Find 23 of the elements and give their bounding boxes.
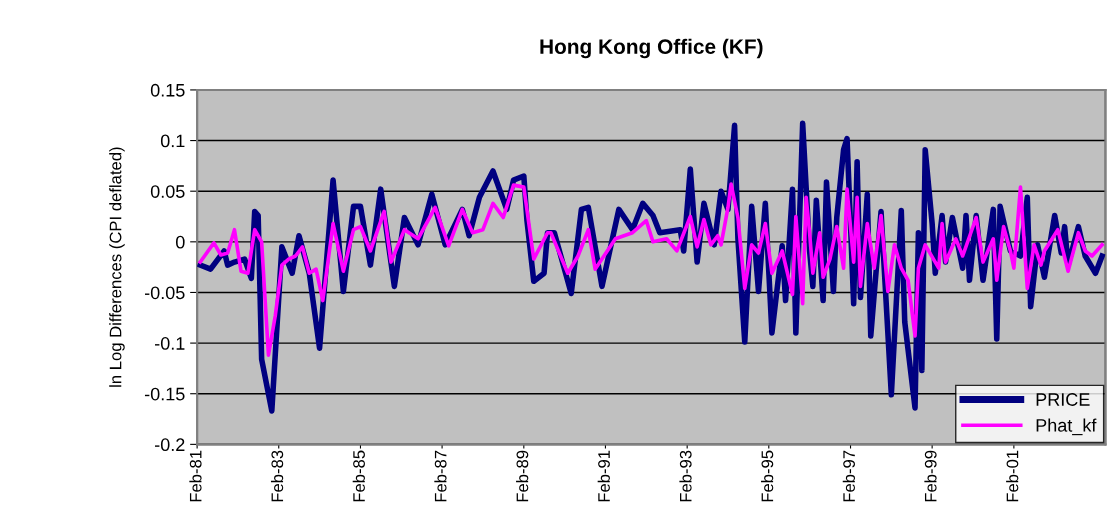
y-tick-label: -0.15 xyxy=(144,387,185,401)
y-tick-label: 0.15 xyxy=(150,83,185,97)
x-tick-label: Feb-93 xyxy=(679,450,692,502)
y-tick-label: -0.05 xyxy=(144,286,185,300)
x-tick-label: Feb-99 xyxy=(924,450,937,502)
legend-label: PRICE xyxy=(1036,393,1090,406)
x-tick-label: Feb-89 xyxy=(516,450,529,502)
x-tick-label: Feb-85 xyxy=(352,450,365,502)
legend-label: Phat_kf xyxy=(1036,418,1097,436)
chart-title: Hong Kong Office (KF) xyxy=(540,38,763,59)
y-tick-label: 0 xyxy=(175,235,185,249)
x-tick-label: Feb-97 xyxy=(842,450,855,502)
x-tick-label: Feb-95 xyxy=(761,450,774,502)
y-tick-label: -0.1 xyxy=(155,337,185,350)
x-tick-label: Feb-91 xyxy=(597,450,610,502)
x-tick-label: Feb-81 xyxy=(189,450,202,502)
y-axis-title: ln Log Differences (CPI deflated) xyxy=(109,147,125,387)
y-tick-label: 0.1 xyxy=(160,134,185,148)
y-tick-label: -0.2 xyxy=(155,438,185,452)
x-tick-label: Feb-87 xyxy=(434,450,447,502)
x-tick-label: Feb-01 xyxy=(1006,450,1019,502)
y-tick-label: 0.05 xyxy=(150,185,185,198)
x-tick-label: Feb-83 xyxy=(270,450,284,502)
